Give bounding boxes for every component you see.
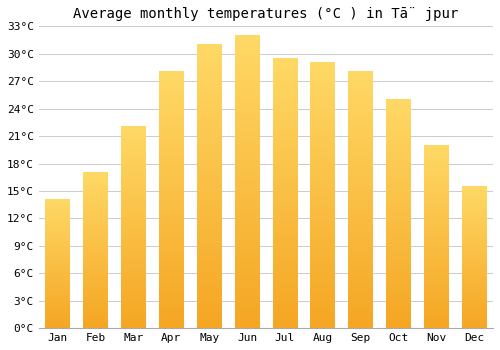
Title: Average monthly temperatures (°C ) in Tā̈ jpur: Average monthly temperatures (°C ) in Tā… [74,7,458,21]
